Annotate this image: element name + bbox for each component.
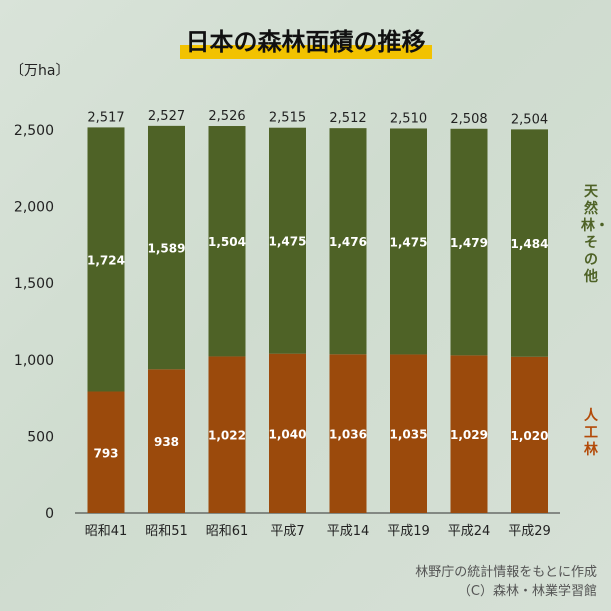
bar-natural (269, 127, 306, 354)
data-label-natural: 1,484 (511, 237, 549, 251)
y-tick-label: 2,500 (14, 123, 54, 139)
y-tick-label: 500 (27, 429, 54, 445)
total-label: 2,508 (450, 112, 487, 127)
bar-natural (208, 126, 246, 357)
x-tick-label: 平成19 (387, 524, 430, 539)
title-wrap: 日本の森林面積の推移 (0, 22, 611, 59)
bar-natural (87, 127, 125, 392)
data-label-planted: 1,035 (390, 428, 428, 442)
y-axis-unit: 〔万ha〕 (10, 63, 70, 79)
x-tick-label: 昭和61 (206, 524, 249, 539)
data-label-natural: 1,589 (148, 242, 186, 256)
bar-planted (511, 356, 548, 513)
y-tick-label: 1,000 (14, 353, 54, 369)
x-tick-label: 平成7 (270, 524, 304, 539)
data-label-natural: 1,479 (450, 236, 488, 250)
bar-planted (269, 353, 306, 513)
data-label-planted: 1,029 (450, 428, 488, 442)
bar-planted (87, 391, 125, 513)
bar-natural (148, 125, 185, 370)
y-tick-label: 2,000 (14, 200, 54, 216)
total-label: 2,526 (208, 109, 245, 124)
bar-natural (390, 128, 427, 355)
x-tick-label: 平成29 (508, 524, 551, 539)
chart-title: 日本の森林面積の推移 (179, 22, 432, 59)
total-label: 2,512 (329, 111, 366, 126)
series-label-planted: 人工林 (584, 408, 598, 458)
bar-natural (511, 129, 548, 357)
x-tick-label: 昭和51 (145, 524, 188, 539)
total-label: 2,504 (511, 112, 548, 127)
data-label-planted: 1,040 (269, 427, 307, 441)
data-label-planted: 1,022 (208, 429, 246, 443)
data-label-planted: 793 (93, 446, 118, 460)
source-note: 林野庁の統計情報をもとに作成 (415, 565, 597, 580)
data-label-natural: 1,504 (208, 235, 246, 249)
bar-planted (208, 356, 246, 513)
bar-natural (329, 128, 367, 355)
bar-planted (329, 354, 367, 513)
total-label: 2,510 (390, 111, 427, 126)
x-tick-label: 昭和41 (85, 524, 128, 539)
data-label-planted: 938 (154, 435, 179, 449)
total-label: 2,527 (148, 109, 185, 124)
data-label-natural: 1,476 (329, 235, 367, 249)
total-label: 2,515 (269, 111, 306, 126)
data-label-planted: 1,036 (329, 428, 367, 442)
bar-planted (390, 354, 427, 513)
series-label-natural: 天然林・その他 (581, 184, 609, 285)
total-label: 2,517 (87, 110, 124, 125)
y-tick-label: 1,500 (14, 276, 54, 292)
y-tick-label: 0 (45, 506, 54, 522)
bar-planted (148, 369, 185, 513)
x-tick-label: 平成14 (327, 524, 370, 539)
bar-planted (450, 355, 488, 513)
copyright-note: （C）森林・林業学習館 (457, 584, 597, 599)
data-label-natural: 1,475 (390, 235, 428, 249)
data-label-natural: 1,724 (87, 253, 125, 267)
data-label-natural: 1,475 (269, 235, 307, 249)
data-label-planted: 1,020 (511, 429, 549, 443)
bar-natural (450, 128, 488, 356)
x-tick-label: 平成24 (448, 524, 491, 539)
